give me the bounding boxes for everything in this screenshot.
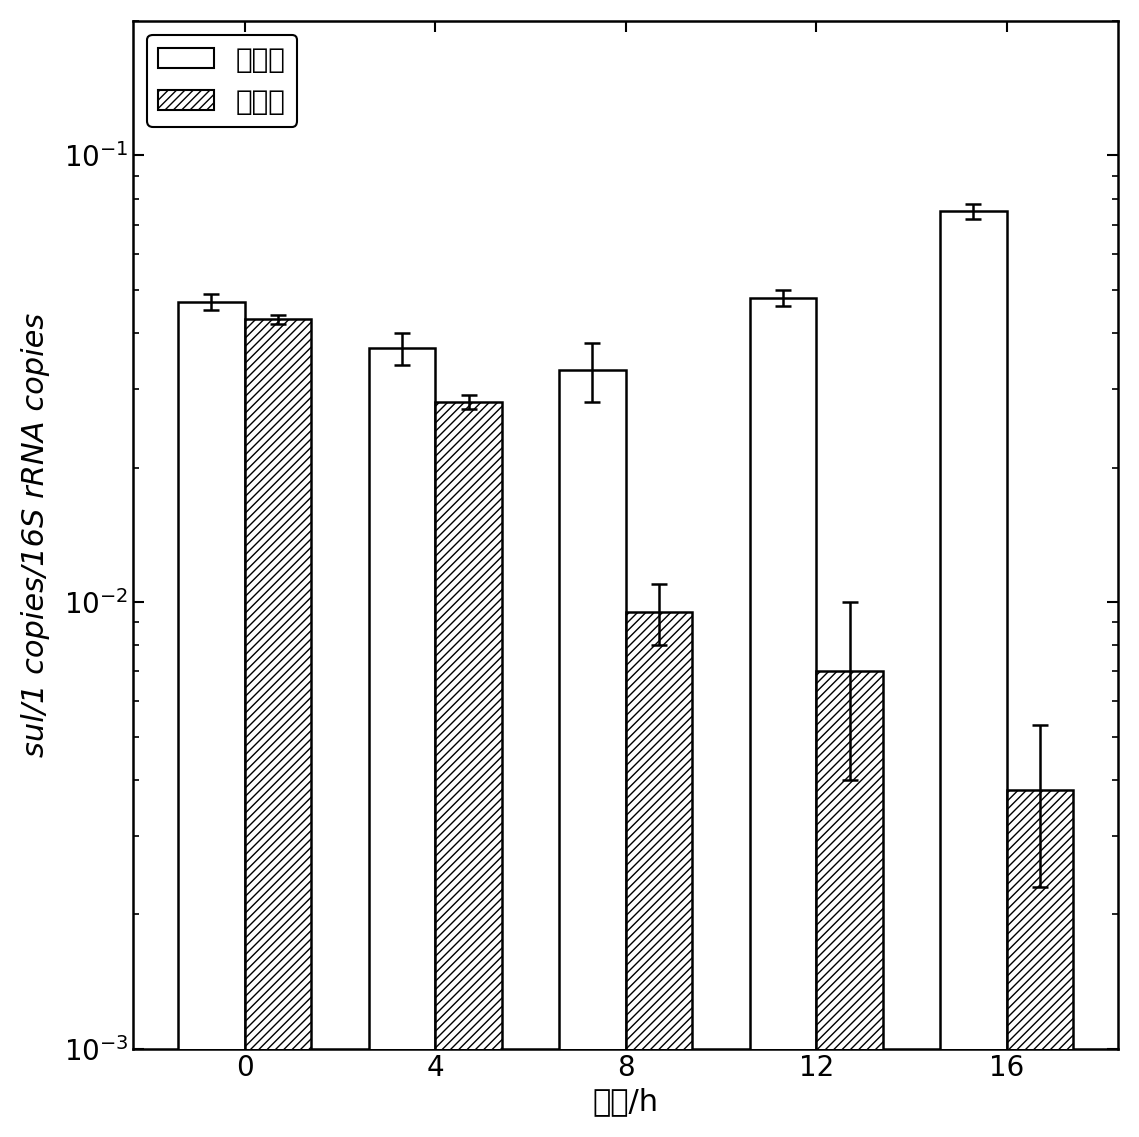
Bar	[178, 301, 245, 1137]
Bar	[625, 612, 693, 1137]
Bar	[559, 371, 625, 1137]
Bar	[749, 298, 817, 1137]
Bar	[245, 319, 311, 1137]
Bar	[940, 211, 1007, 1137]
X-axis label: 时间/h: 时间/h	[592, 1087, 658, 1117]
Legend: 空白组, 实验组: 空白组, 实验组	[147, 35, 297, 127]
Bar	[817, 671, 883, 1137]
Bar	[435, 402, 502, 1137]
Y-axis label: sul/1 copies/16S rRNA copies: sul/1 copies/16S rRNA copies	[21, 313, 50, 757]
Bar	[1007, 790, 1073, 1137]
Bar	[369, 348, 435, 1137]
